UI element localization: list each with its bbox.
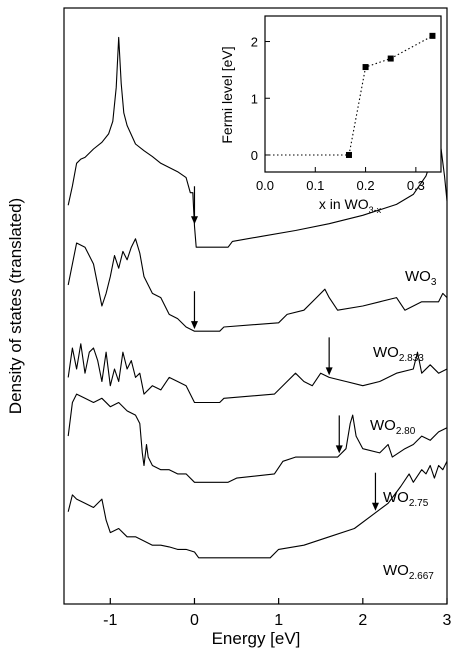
series-label-subscript: 2.75 xyxy=(409,498,429,509)
inset-series xyxy=(265,32,436,158)
fermi-arrows-group xyxy=(190,186,379,511)
inset-y-tick-label: 0 xyxy=(251,148,258,163)
fermi-arrow-head xyxy=(371,502,379,511)
inset-x-tick-label: 0.2 xyxy=(357,178,375,193)
series-label-subscript: 3 xyxy=(431,277,437,288)
series-label-subscript: 2.80 xyxy=(396,426,416,437)
inset-data-point xyxy=(429,32,436,39)
series-label-main: WO xyxy=(383,489,409,506)
x-tick-label: 1 xyxy=(274,612,283,629)
inset-x-tick-label: 0.0 xyxy=(256,178,274,193)
inset-data-point xyxy=(387,55,394,62)
series-label: WO2.75 xyxy=(383,489,429,509)
fermi-arrow-head xyxy=(190,216,198,225)
x-tick-label: 3 xyxy=(443,612,452,629)
inset-x-tick-label: 0.1 xyxy=(306,178,324,193)
main-series-group xyxy=(67,36,448,559)
series-label: WO2.667 xyxy=(383,562,434,582)
inset-data-point xyxy=(345,151,352,158)
main-y-axis-label: Density of states (translated) xyxy=(6,198,25,414)
x-tick-label: 0 xyxy=(190,612,199,629)
series-line-4 xyxy=(67,461,448,559)
inset-y-axis-label: Fermi level [eV] xyxy=(219,46,235,143)
series-line-1 xyxy=(67,238,448,332)
main-x-ticks: -1 0 1 2 3 xyxy=(103,598,452,629)
main-x-axis-label: Energy [eV] xyxy=(212,629,301,648)
series-label-main: WO xyxy=(405,268,431,285)
inset-y-tick-label: 2 xyxy=(251,35,258,50)
series-label-main: WO xyxy=(370,417,396,434)
inset-y-tick-label: 1 xyxy=(251,91,258,106)
inset-x-label-subscript: 3-x xyxy=(369,205,382,215)
series-label: WO3 xyxy=(405,268,437,288)
inset-x-tick-label: 0.3 xyxy=(407,178,425,193)
series-line-2 xyxy=(67,343,448,404)
series-label-subscript: 2.833 xyxy=(399,353,424,364)
series-label-main: WO xyxy=(373,344,399,361)
series-line-3 xyxy=(67,393,448,483)
fermi-arrow-head xyxy=(325,367,333,376)
fermi-arrow-head xyxy=(190,321,198,330)
inset-x-label-main: x in WO xyxy=(319,196,369,212)
series-label: WO2.80 xyxy=(370,417,416,437)
series-label: WO2.833 xyxy=(373,344,424,364)
series-label-main: WO xyxy=(383,562,409,579)
x-tick-label: 2 xyxy=(358,612,367,629)
series-line-0 xyxy=(67,36,448,248)
main-plot-frame xyxy=(63,7,448,605)
inset-x-axis-label: x in WO3-x xyxy=(319,196,382,215)
fermi-arrow-head xyxy=(335,445,343,454)
x-tick-label: -1 xyxy=(103,612,117,629)
inset-data-point xyxy=(362,64,369,71)
series-label-subscript: 2.667 xyxy=(409,571,434,582)
inset-plot-frame xyxy=(264,15,442,173)
inset-ticks: 0.0 0.1 0.2 0.3 0 1 2 xyxy=(251,35,425,193)
